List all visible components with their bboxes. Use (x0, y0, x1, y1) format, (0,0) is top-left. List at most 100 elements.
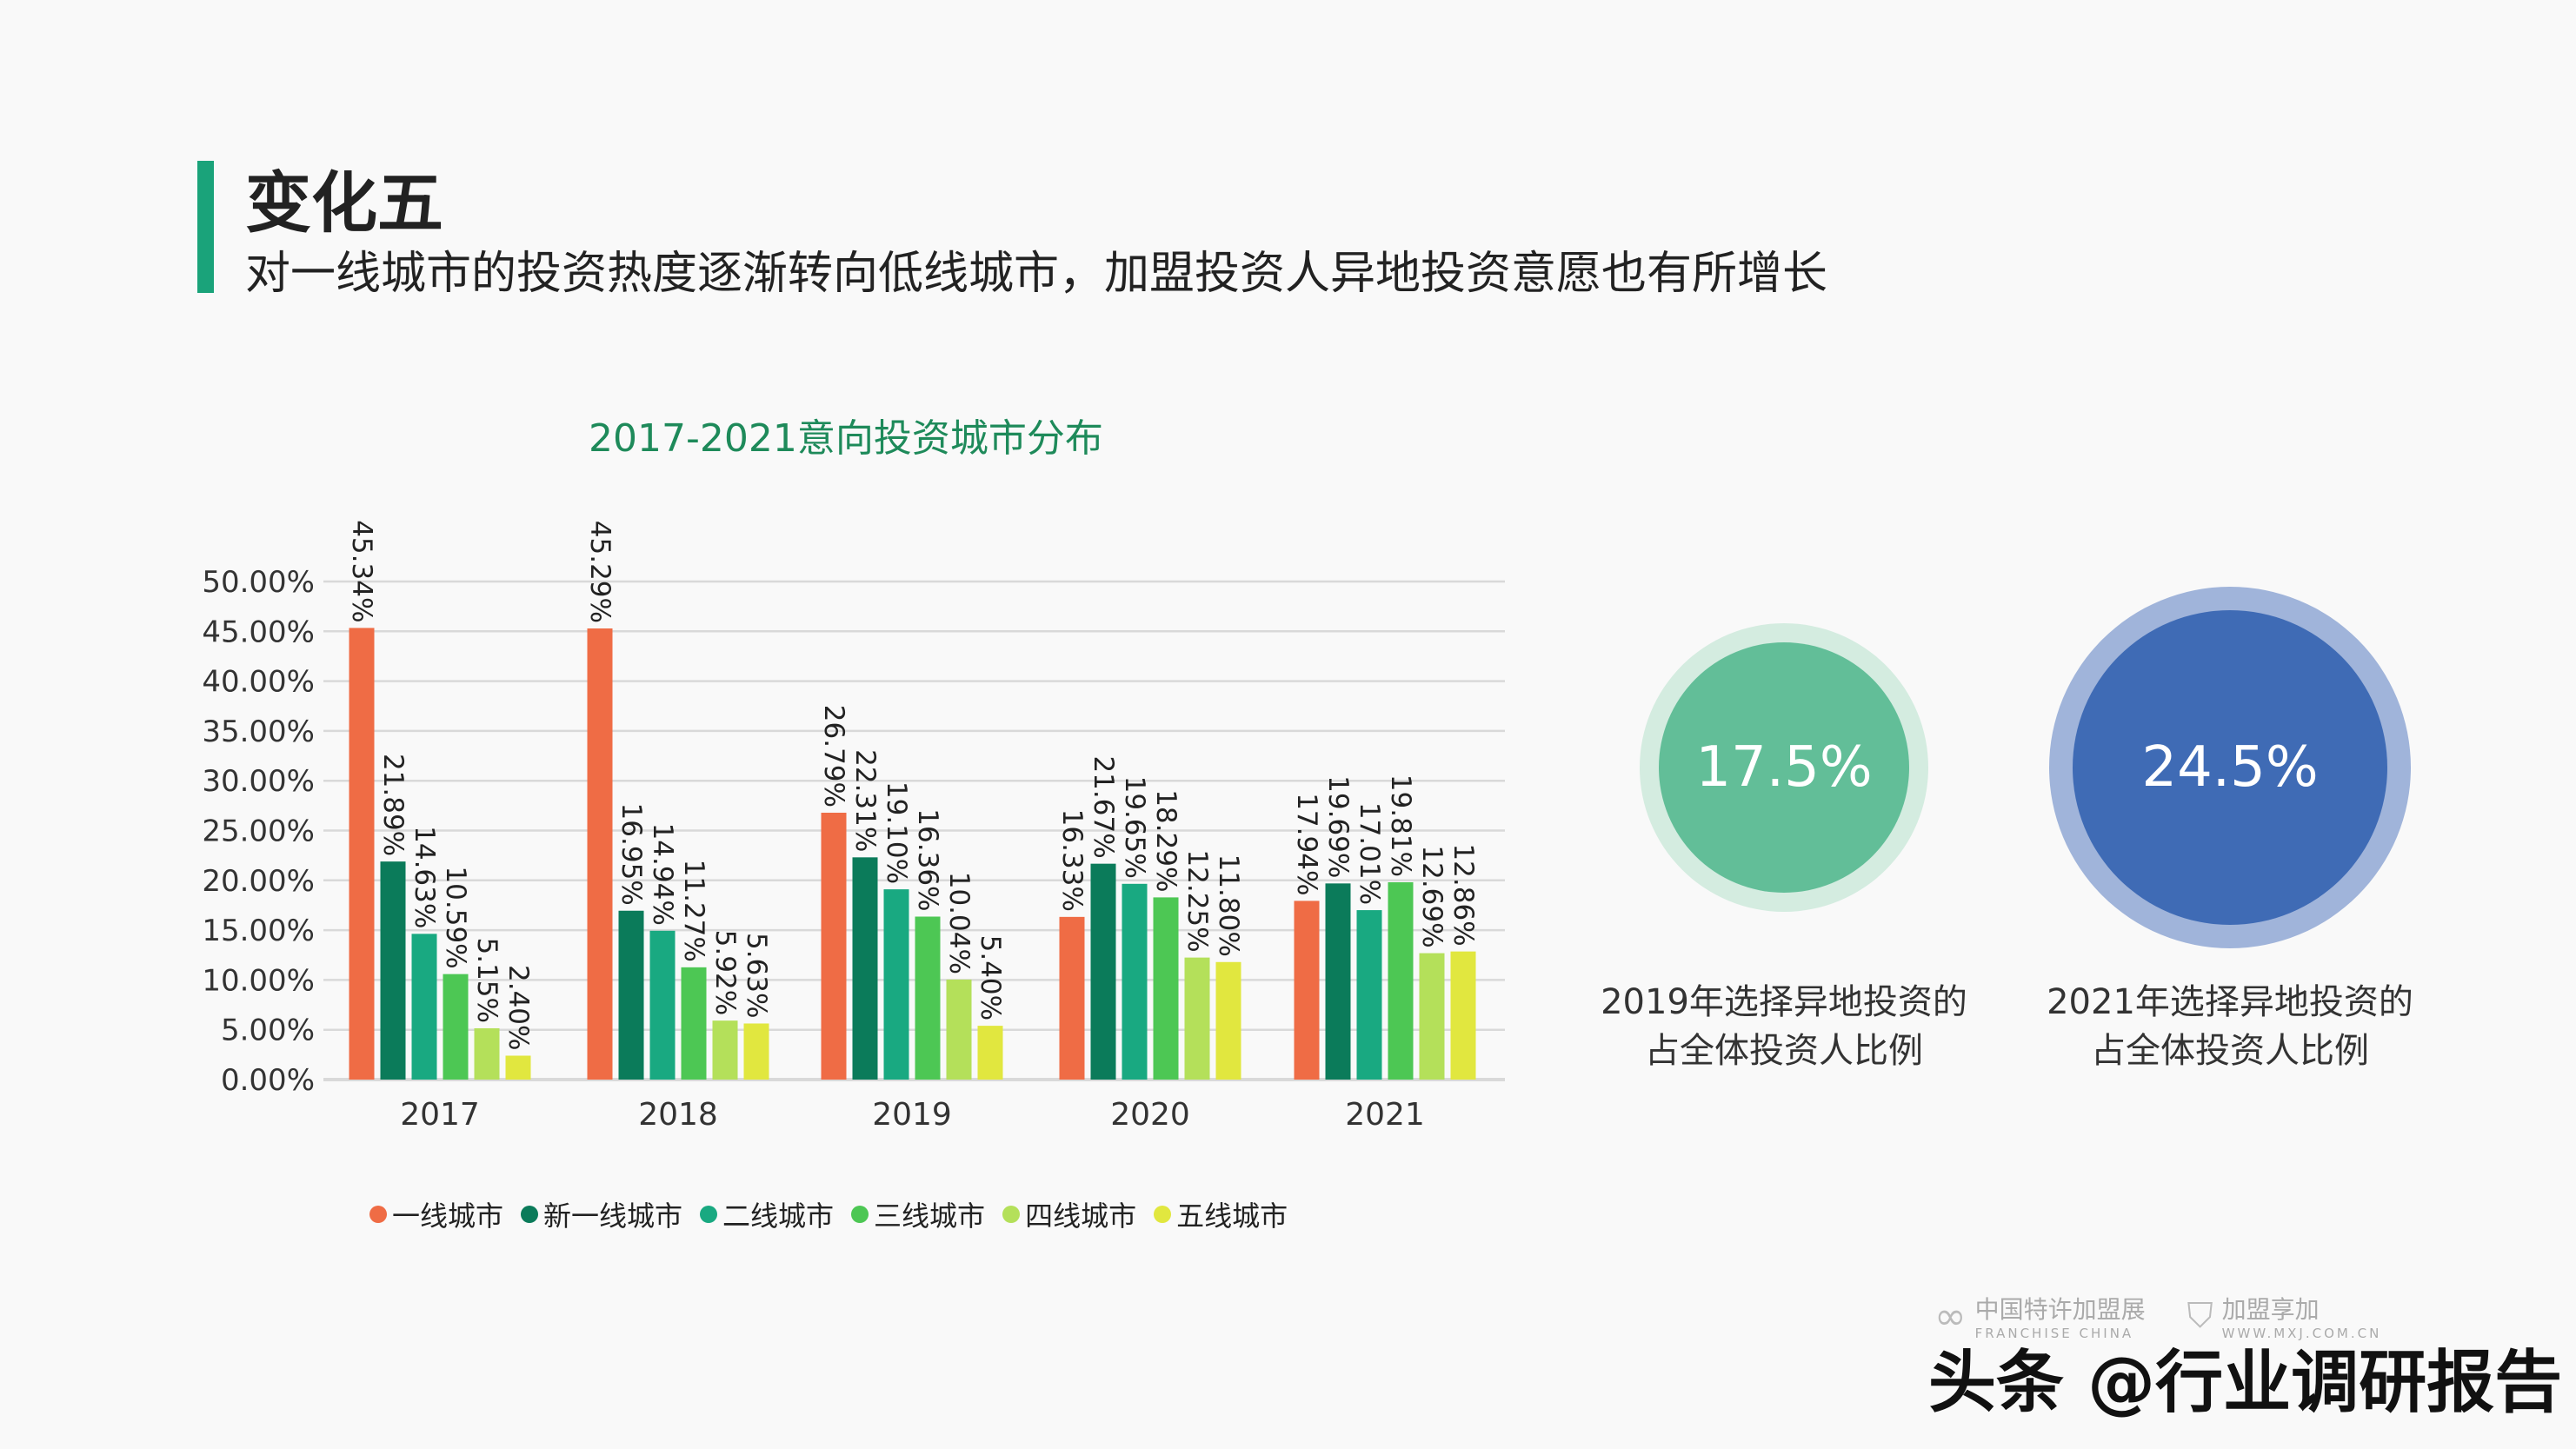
watermark-logos: ∞ 中国特许加盟展 FRANCHISE CHINA ⛉ 加盟享加 WWW.MXJ… (1934, 1291, 2382, 1342)
legend-item: 四线城市 (1002, 1194, 1136, 1234)
bar-2019-3 (915, 916, 941, 1080)
data-label: 16.33% (1056, 809, 1088, 912)
stat-caption-2021: 2021年选择异地投资的 占全体投资人比例 (2004, 978, 2456, 1075)
y-tick-label: 25.00% (202, 814, 315, 849)
data-label: 21.89% (377, 754, 409, 856)
legend-dot-icon (369, 1206, 387, 1223)
y-tick-label: 45.00% (202, 615, 315, 649)
data-label: 10.04% (943, 872, 975, 974)
legend-label: 二线城市 (722, 1200, 835, 1233)
legend-label: 四线城市 (1025, 1200, 1137, 1233)
legend-label: 一线城市 (392, 1200, 504, 1233)
data-label: 14.63% (409, 826, 440, 928)
watermark-handle: 头条 @行业调研报告 (1928, 1344, 2563, 1422)
legend-dot-icon (521, 1206, 539, 1223)
stat-circle-inner: 24.5% (2073, 610, 2387, 925)
bar-2019-4 (946, 979, 972, 1080)
stat-circle-2019: 17.5% (1640, 623, 1928, 912)
legend-dot-icon (1002, 1206, 1021, 1223)
data-label: 19.65% (1119, 776, 1150, 879)
chart-legend: 一线城市 新一线城市 二线城市 三线城市 四线城市 五线城市 (369, 1194, 1288, 1234)
y-tick-label: 40.00% (202, 665, 315, 700)
y-tick-label: 50.00% (202, 565, 315, 600)
data-label: 11.27% (678, 860, 709, 962)
data-label: 5.40% (975, 935, 1006, 1020)
data-label: 16.95% (616, 803, 647, 906)
shield-logo-icon: ⛉ (2187, 1296, 2213, 1336)
data-label: 16.36% (912, 808, 943, 911)
data-label: 21.67% (1088, 755, 1119, 858)
bar-2017-0 (349, 628, 375, 1080)
bar-2018-3 (681, 967, 707, 1080)
bar-2018-0 (587, 628, 613, 1080)
bar-2019-1 (852, 857, 878, 1080)
caption-line: 占全体投资人比例 (2091, 1031, 2369, 1071)
page-title: 变化五 (245, 164, 443, 242)
y-tick-label: 5.00% (221, 1014, 315, 1048)
logo-subtext: WWW.MXJ.COM.CN (2221, 1326, 2382, 1341)
data-label: 19.10% (881, 781, 912, 884)
data-label: 45.34% (346, 520, 377, 622)
y-tick-label: 10.00% (202, 963, 315, 998)
data-label: 2.40% (503, 965, 534, 1050)
bar-2018-1 (618, 910, 644, 1080)
stat-circle-2021: 24.5% (2049, 587, 2411, 948)
bar-2020-3 (1153, 897, 1179, 1080)
mxj-logo: ⛉ 加盟享加 WWW.MXJ.COM.CN (2187, 1291, 2382, 1341)
data-label: 11.80% (1213, 854, 1244, 957)
bar-2021-3 (1388, 881, 1414, 1080)
x-tick-label: 2021 (1345, 1097, 1425, 1133)
logo-text: 中国特许加盟展 (1974, 1295, 2146, 1324)
y-tick-label: 35.00% (202, 715, 315, 749)
legend-item: 新一线城市 (521, 1194, 682, 1234)
data-label: 12.86% (1448, 843, 1479, 946)
bar-2017-3 (443, 974, 469, 1080)
data-label: 17.01% (1354, 802, 1385, 905)
y-tick-label: 15.00% (202, 914, 315, 948)
bar-2019-2 (883, 889, 909, 1080)
data-label: 19.81% (1385, 774, 1416, 877)
bar-2017-4 (474, 1027, 500, 1080)
caption-line: 占全体投资人比例 (1645, 1031, 1923, 1071)
stat-value: 24.5% (2141, 735, 2319, 800)
data-label: 12.25% (1181, 849, 1213, 952)
legend-item: 二线城市 (700, 1194, 834, 1234)
y-tick-label: 20.00% (202, 864, 315, 899)
y-tick-label: 0.00% (221, 1063, 315, 1098)
x-tick-label: 2019 (872, 1097, 952, 1133)
legend-item: 五线城市 (1154, 1194, 1288, 1234)
bar-2021-1 (1325, 883, 1351, 1080)
page-subtitle: 对一线城市的投资热度逐渐转向低线城市，加盟投资人异地投资意愿也有所增长 (245, 248, 1828, 300)
legend-dot-icon (1154, 1206, 1172, 1223)
data-label: 12.69% (1416, 845, 1448, 947)
bar-2018-4 (712, 1020, 738, 1080)
legend-label: 新一线城市 (543, 1200, 683, 1233)
accent-bar (197, 161, 214, 293)
legend-dot-icon (851, 1206, 869, 1223)
bar-2019-0 (821, 812, 847, 1080)
bar-2020-2 (1122, 883, 1148, 1080)
data-label: 10.59% (440, 866, 471, 968)
stat-circle-inner: 17.5% (1659, 642, 1909, 893)
legend-item: 一线城市 (369, 1194, 503, 1234)
legend-item: 三线城市 (851, 1194, 985, 1234)
caption-line: 2019年选择异地投资的 (1601, 982, 1967, 1022)
bar-2017-2 (411, 934, 437, 1080)
bar-2017-5 (505, 1055, 531, 1080)
legend-label: 三线城市 (874, 1200, 986, 1233)
bar-2020-1 (1090, 863, 1116, 1080)
bar-chart: 0.00% 5.00% 10.00% 15.00% 20.00% 25.00% 30.00%… (202, 520, 1505, 1133)
data-label: 17.94% (1291, 793, 1322, 895)
data-label: 26.79% (818, 705, 849, 808)
data-label: 5.15% (471, 937, 503, 1022)
bar-2021-4 (1419, 953, 1445, 1080)
bar-2020-0 (1059, 916, 1085, 1080)
logo-text: 加盟享加 (2221, 1295, 2320, 1324)
bar-2018-5 (743, 1023, 769, 1080)
bar-2019-5 (977, 1026, 1003, 1080)
franchise-china-logo: ∞ 中国特许加盟展 FRANCHISE CHINA (1934, 1291, 2146, 1342)
x-tick-label: 2018 (638, 1097, 718, 1133)
bar-2017-1 (380, 861, 406, 1080)
bar-2021-5 (1450, 951, 1476, 1080)
data-label: 19.69% (1322, 775, 1354, 878)
